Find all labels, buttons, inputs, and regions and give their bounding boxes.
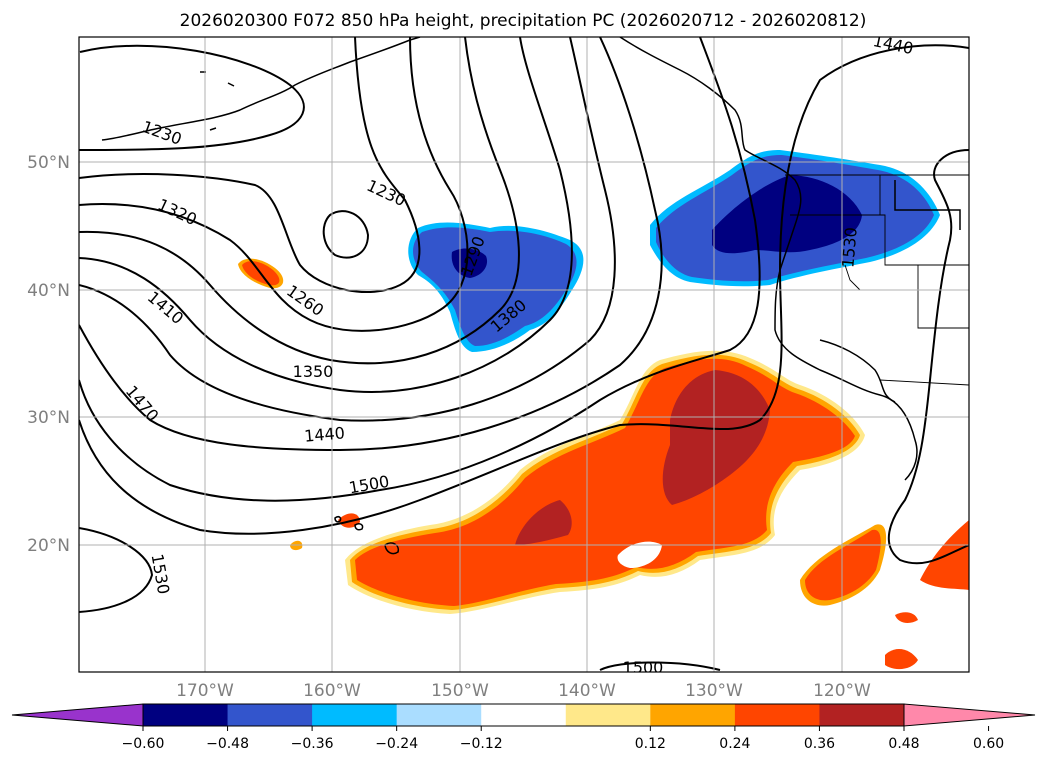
contour-line (322, 210, 370, 259)
colorbar-tick-label: −0.12 (460, 736, 503, 752)
neg-dark-area-ne (712, 175, 862, 254)
lat-label: 20°N (27, 536, 70, 556)
colorbar-tick-label: −0.24 (375, 736, 418, 752)
pos-dark-area-sub2 (515, 500, 572, 545)
colorbar-tick-label: 0.36 (804, 736, 835, 752)
coastlines (101, 37, 961, 555)
contour-line (79, 44, 969, 535)
lat-label: 50°N (27, 153, 70, 173)
contour-line (79, 37, 761, 502)
anomaly-gap (617, 541, 662, 568)
contour-line (887, 149, 969, 565)
colorbar-tick-label: −0.36 (291, 736, 334, 752)
height-contours (79, 37, 969, 671)
pos-mid-area-small2 (895, 612, 918, 623)
lon-label: 160°W (303, 681, 361, 701)
contour-line (79, 37, 616, 422)
island-oahu (334, 516, 342, 523)
negative-anomaly-northeast (650, 150, 940, 287)
shoreline-detail (894, 180, 961, 230)
lon-label: 140°W (558, 681, 616, 701)
colorbar-tick-label: 0.24 (719, 736, 750, 752)
lon-label: 150°W (431, 681, 489, 701)
colorbar-segment (227, 704, 313, 726)
colorbar-segment (565, 704, 651, 726)
colorbar-segment (734, 704, 820, 726)
lat-label: 30°N (27, 408, 70, 428)
colorbar-segment (143, 704, 229, 726)
contour-line (79, 37, 520, 365)
pos-mid-area-corner (920, 520, 969, 590)
state-border (790, 214, 969, 266)
political-borders (785, 174, 969, 386)
island-maui (354, 523, 364, 531)
contour-label: 1350 (293, 362, 334, 381)
negative-anomaly-central (408, 222, 584, 352)
contour-line (79, 44, 305, 151)
neg-dark-area (451, 248, 488, 278)
colorbar-segment (312, 704, 398, 726)
figure-title: 2026020300 F072 850 hPa height, precipit… (180, 11, 867, 31)
colorbar-segment (650, 704, 736, 726)
coastline-baja (819, 339, 896, 403)
map-panel: 1230 1320 1230 1260 1410 1350 1470 1440 … (79, 37, 969, 677)
contour-line (79, 527, 154, 613)
colorbar-tick-label: 0.12 (635, 736, 666, 752)
coastline-north-america (619, 37, 918, 481)
state-border (917, 265, 969, 329)
colorbar-tick-label: −0.60 (122, 736, 165, 752)
contour-line (79, 37, 663, 452)
pos-dark-area-sub (662, 370, 770, 505)
colorbar-tick-label: 0.60 (973, 736, 1004, 752)
contour-line (79, 37, 573, 393)
state-border (844, 264, 861, 291)
map-frame (78, 36, 970, 673)
pos-mid-area-small1 (885, 648, 918, 670)
us-mexico-border (879, 379, 969, 386)
colorbar-tick-label: −0.48 (206, 736, 249, 752)
colorbar-tick-label: 0.48 (888, 736, 919, 752)
pos-mid-area-se (805, 529, 881, 601)
coastline-aleutians (101, 37, 421, 141)
lat-label: 40°N (27, 281, 70, 301)
colorbar-extend-max (903, 703, 1036, 727)
colorbar-segment (819, 704, 905, 726)
contour-label: 1530 (838, 226, 860, 268)
lon-label: 120°W (813, 681, 871, 701)
colorbar-extend-min (11, 703, 144, 727)
contour-label: 1500 (623, 658, 664, 677)
longitude-labels: 170°W 160°W 150°W 140°W 130°W 120°W (176, 681, 871, 701)
latitude-labels: 50°N 40°N 30°N 20°N (27, 153, 70, 556)
colorbar: −0.60 −0.48 −0.36 −0.24 −0.12 0.12 0.24 0.36 0.4… (11, 703, 1036, 752)
gridlines (79, 37, 969, 672)
colorbar-segment (396, 704, 482, 726)
island-hawaii (384, 542, 400, 555)
contour-line (79, 37, 469, 332)
lon-label: 130°W (685, 681, 743, 701)
lon-label: 170°W (176, 681, 234, 701)
colorbar-segment (481, 704, 567, 726)
contour-line (599, 661, 721, 671)
contour-label: 1440 (303, 423, 345, 445)
colorbar-frame (142, 703, 905, 727)
